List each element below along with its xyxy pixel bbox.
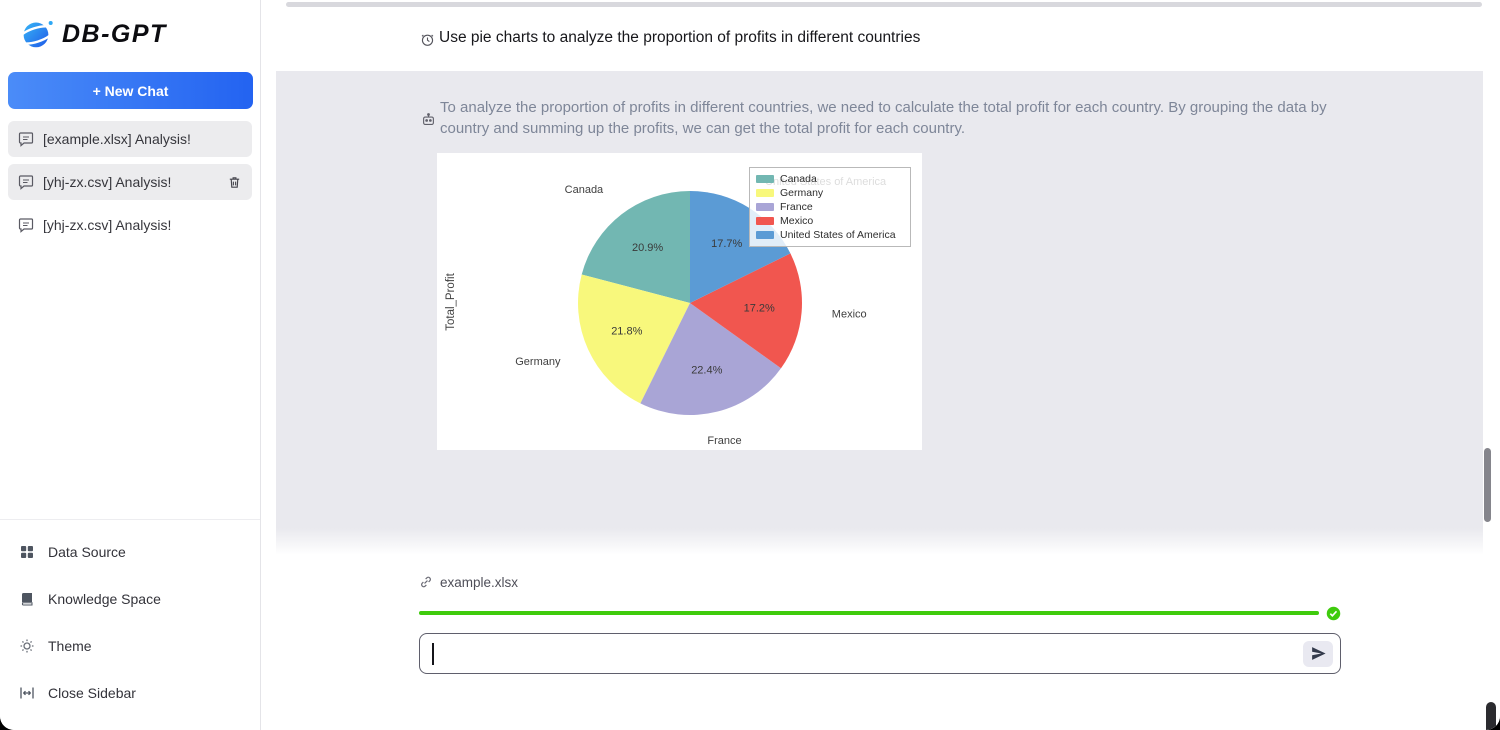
sidebar-item-label: Data Source: [48, 543, 126, 560]
chat-bottom-fade: [276, 527, 1483, 555]
sun-icon: [19, 638, 35, 654]
sidebar-item-data-source[interactable]: Data Source: [0, 528, 260, 575]
pie-percent-label: 17.2%: [744, 302, 775, 314]
send-button[interactable]: [1303, 640, 1333, 667]
chat-list: [example.xlsx] Analysis! [yhj-zx.csv] An…: [0, 121, 260, 243]
sidebar-item-close-sidebar[interactable]: Close Sidebar: [0, 669, 260, 716]
pie-slice-label: Mexico: [832, 308, 867, 320]
pie-percent-label: 21.8%: [611, 325, 642, 337]
user-message-text: Use pie charts to analyze the proportion…: [439, 29, 921, 46]
legend-swatch-icon: [756, 188, 774, 197]
logo: DB-GPT: [0, 0, 260, 64]
pie-slice: [578, 274, 690, 403]
planet-logo-icon: [14, 12, 58, 56]
sidebar-footer: Data Source Knowledge Space Theme Close …: [0, 519, 260, 716]
legend-label: Mexico: [780, 214, 814, 227]
legend-label: France: [780, 200, 813, 213]
sidebar: DB-GPT + New Chat [example.xlsx] Analysi…: [0, 0, 261, 730]
legend-swatch-icon: [756, 174, 774, 183]
legend-label: Canada: [780, 172, 817, 185]
scrollbar-thumb[interactable]: [1484, 448, 1491, 522]
pie-slice: [690, 252, 802, 368]
assistant-message-text: To analyze the proportion of profits in …: [440, 99, 1327, 138]
new-chat-button[interactable]: + New Chat: [8, 72, 253, 109]
pie-percent-label: 20.9%: [632, 242, 663, 254]
user-message: Use pie charts to analyze the proportion…: [262, 7, 1500, 71]
speech-bubble-icon: [18, 217, 34, 233]
chat-list-item[interactable]: [yhj-zx.csv] Analysis!: [8, 207, 252, 243]
pie-slice-label: France: [707, 435, 741, 447]
user-avatar-icon: [420, 31, 435, 47]
legend-swatch-icon: [756, 202, 774, 211]
assistant-message: To analyze the proportion of profits in …: [276, 71, 1483, 528]
book-icon: [19, 591, 35, 607]
legend-item: France: [756, 200, 904, 214]
pie-slice: [640, 302, 781, 415]
pie-slice: [690, 190, 791, 303]
scrollbar-corner: [1486, 702, 1496, 730]
pie-percent-label: 22.4%: [691, 364, 722, 376]
text-caret: [432, 642, 434, 665]
legend-item: Mexico: [756, 214, 904, 228]
legend-item: Germany: [756, 186, 904, 200]
chat-list-item[interactable]: [example.xlsx] Analysis!: [8, 121, 252, 157]
pie-svg: 20.9% Canada 21.8% Germany 22.4% France 17.2% M…: [515, 176, 887, 447]
pie-slice-label: Canada: [565, 184, 604, 196]
attached-file[interactable]: example.xlsx: [419, 575, 1500, 590]
collapse-horizontal-icon: [19, 685, 35, 701]
pie-slice-label: Germany: [515, 355, 561, 367]
upload-progress: [419, 606, 1341, 621]
composer: example.xlsx: [262, 555, 1500, 674]
legend-swatch-icon: [756, 230, 774, 239]
speech-bubble-icon: [18, 131, 34, 147]
check-circle-icon: [1326, 606, 1341, 621]
robot-icon: [421, 99, 436, 140]
legend-label: United States of America: [780, 228, 896, 241]
chart-y-axis-label: Total_Profit: [445, 272, 457, 331]
chat-input[interactable]: [419, 632, 1341, 674]
sidebar-item-theme[interactable]: Theme: [0, 622, 260, 669]
chat-list-item[interactable]: [yhj-zx.csv] Analysis!: [8, 164, 252, 200]
progress-bar: [419, 611, 1319, 616]
sidebar-item-label: Knowledge Space: [48, 590, 161, 607]
chat-item-label: [yhj-zx.csv] Analysis!: [43, 174, 172, 190]
legend-swatch-icon: [756, 216, 774, 225]
sidebar-item-label: Close Sidebar: [48, 684, 136, 701]
link-icon: [419, 575, 433, 589]
pie-slice: [581, 190, 690, 303]
logo-text: DB-GPT: [62, 19, 167, 48]
delete-chat-icon[interactable]: [227, 175, 242, 190]
attached-file-name: example.xlsx: [440, 574, 519, 590]
chat-main: Use pie charts to analyze the proportion…: [262, 0, 1500, 730]
scrolled-content-edge: [286, 2, 1482, 7]
chat-item-label: [yhj-zx.csv] Analysis!: [43, 217, 172, 233]
speech-bubble-icon: [18, 174, 34, 190]
pie-percent-label: 17.7%: [711, 238, 742, 250]
legend-item: Canada: [756, 172, 904, 186]
sidebar-item-label: Theme: [48, 637, 92, 654]
grid-icon: [19, 544, 35, 560]
legend-label: Germany: [780, 186, 824, 199]
sidebar-item-knowledge-space[interactable]: Knowledge Space: [0, 575, 260, 622]
legend-item: United States of America: [756, 228, 904, 242]
pie-legend: Canada Germany France Mexico United States o…: [749, 166, 911, 247]
pie-chart: Total_Profit 20.9% Canada 21.8% Germany 22.4…: [437, 152, 922, 450]
chat-item-label: [example.xlsx] Analysis!: [43, 131, 191, 147]
paper-plane-icon: [1310, 645, 1327, 662]
